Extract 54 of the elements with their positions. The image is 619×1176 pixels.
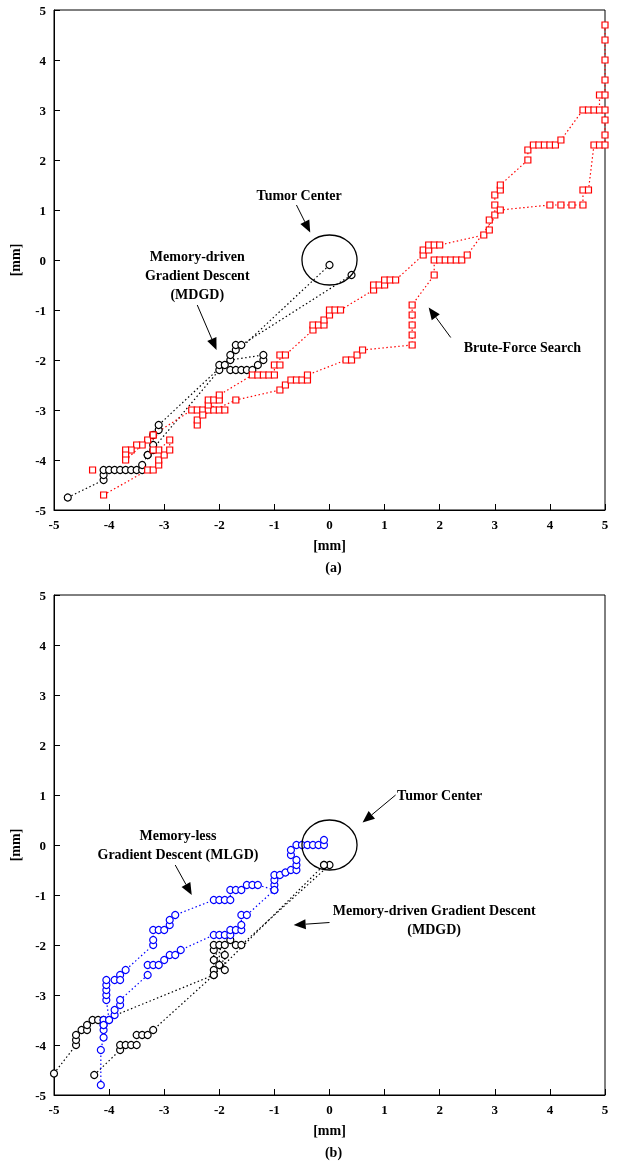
annotation: Tumor Center	[256, 187, 342, 203]
y-tick-label: -2	[35, 937, 46, 953]
annotation: Memory-less Gradient Descent (MLGD)	[97, 828, 259, 863]
y-tick-label: 4	[39, 52, 47, 68]
x-tick-label: 1	[381, 517, 388, 532]
x-tick-label: 4	[546, 1102, 554, 1117]
text: (b)	[324, 1144, 343, 1161]
x-tick-label: 5	[601, 517, 609, 532]
y-tick-label: -3	[35, 402, 47, 418]
y-tick-label: -1	[35, 302, 46, 318]
x-tick-label: 2	[436, 1102, 443, 1117]
y-tick-label: 3	[39, 102, 47, 118]
y-tick-label: -3	[35, 987, 47, 1003]
y-tick-label: 4	[39, 637, 47, 653]
x-tick-label: 0	[326, 1102, 333, 1117]
x-tick-label: 2	[436, 517, 443, 532]
y-tick-label: 3	[39, 687, 47, 703]
y-tick-label: -4	[35, 1037, 47, 1053]
annotation: Brute-Force Search	[463, 340, 582, 355]
x-tick-label: 0	[326, 517, 333, 532]
x-tick-label: -2	[213, 517, 225, 532]
annotation: Tumor Center	[397, 787, 483, 803]
x-axis-title: [mm]	[313, 1122, 346, 1138]
x-tick-label: -1	[268, 1102, 280, 1117]
annotation: Memory-driven Gradient Descent (MDGD)	[144, 248, 250, 303]
y-axis-title: [mm]	[7, 243, 23, 277]
y-tick-label: 5	[39, 2, 47, 18]
x-tick-label: 3	[491, 517, 499, 532]
x-tick-label: 1	[381, 1102, 388, 1117]
y-tick-label: 0	[39, 252, 46, 268]
annotation: Memory-driven Gradient Descent (MDGD)	[332, 903, 536, 938]
x-tick-label: -3	[158, 517, 171, 532]
y-tick-label: -4	[35, 452, 47, 468]
y-axis-title: [mm]	[7, 828, 23, 862]
x-tick-label: -4	[103, 517, 116, 532]
x-tick-label: 5	[601, 1102, 609, 1117]
y-tick-label: -2	[35, 352, 46, 368]
x-axis-title: [mm]	[313, 537, 346, 553]
x-tick-label: 3	[491, 1102, 499, 1117]
x-tick-label: -1	[268, 517, 280, 532]
y-tick-label: 1	[39, 202, 46, 218]
x-tick-label: -2	[213, 1102, 225, 1117]
text: (a)	[325, 559, 342, 576]
y-tick-label: 1	[39, 787, 46, 803]
x-tick-label: -4	[103, 1102, 116, 1117]
y-tick-label: 0	[39, 837, 46, 853]
y-tick-label: 2	[39, 152, 46, 168]
y-tick-label: -5	[35, 502, 47, 518]
y-tick-label: 5	[39, 587, 47, 603]
y-tick-label: -5	[35, 1087, 47, 1103]
y-tick-label: 2	[39, 737, 46, 753]
x-tick-label: -3	[158, 1102, 171, 1117]
y-tick-label: -1	[35, 887, 46, 903]
x-tick-label: 4	[546, 517, 554, 532]
